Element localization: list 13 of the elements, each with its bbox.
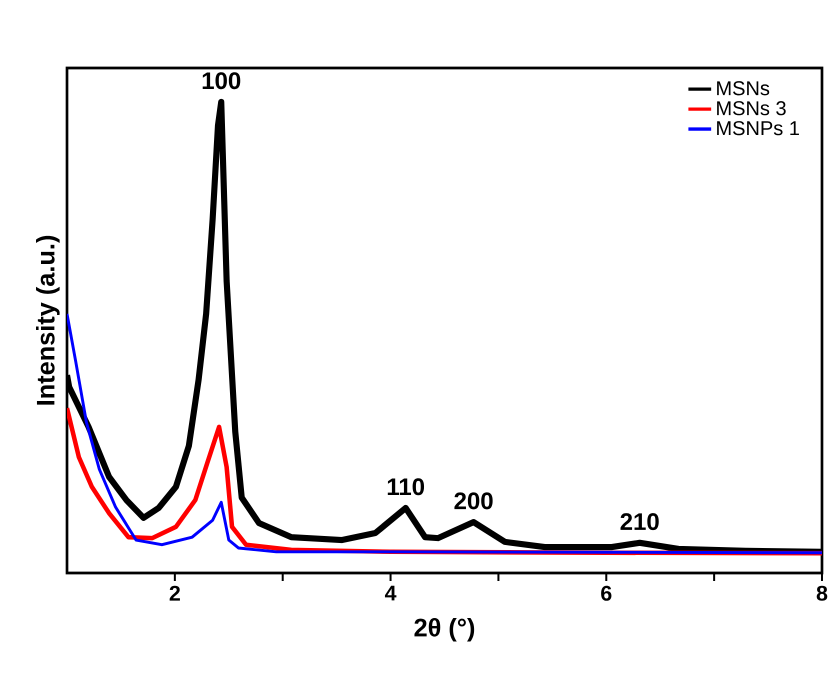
annotation: 210 [620, 513, 659, 530]
x-axis-title: 2θ (°) [414, 618, 474, 642]
legend-label: MSNs 3 [717, 101, 786, 116]
y-axis-title: Intensity (a.u.) [36, 236, 60, 405]
x-tick-label: 4 [384, 586, 396, 600]
annotation: 200 [454, 492, 493, 510]
annotation: 110 [388, 478, 424, 496]
legend-label: MSNs [717, 81, 770, 96]
annotation: 100 [202, 72, 240, 90]
x-tick-label: 2 [170, 586, 180, 601]
legend-label: MSNPs 1 [717, 121, 799, 136]
x-tick-label: 8 [816, 586, 828, 601]
x-tick-label: 6 [601, 586, 612, 601]
